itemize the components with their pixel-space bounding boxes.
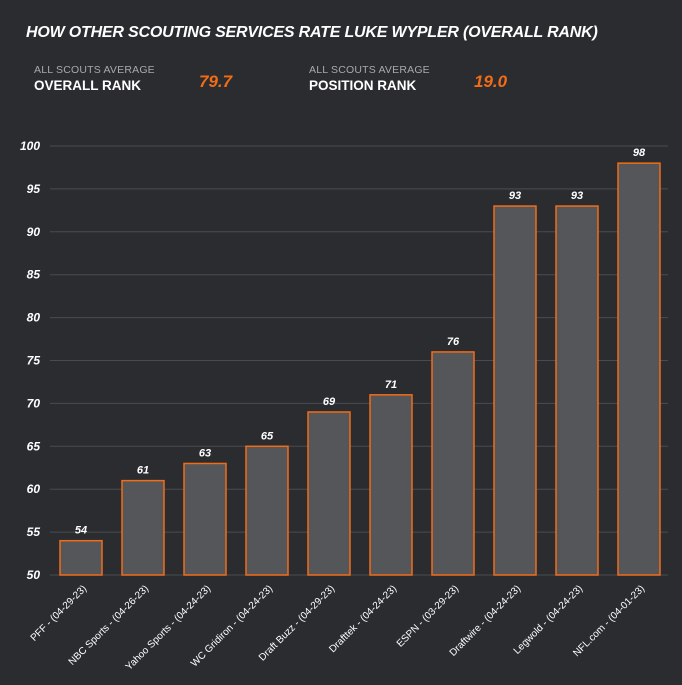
x-tick-label: Drafttek - (04-24-23) [327, 583, 399, 655]
x-tick-label: PFF - (04-29-23) [29, 583, 89, 643]
bar [307, 411, 351, 576]
overall-rank-caption: ALL SCOUTS AVERAGE [34, 64, 155, 76]
data-label: 54 [75, 525, 87, 537]
y-tick-label: 60 [27, 482, 41, 496]
data-label: 76 [447, 336, 460, 348]
overall-rank-value: 79.7 [199, 72, 233, 91]
bar [431, 351, 475, 576]
y-tick-label: 95 [27, 182, 41, 196]
x-tick-label: NFL.com - (04-01-23) [571, 583, 647, 659]
bar [369, 394, 413, 576]
data-label: 71 [385, 379, 397, 391]
data-label: 98 [633, 147, 646, 159]
overall-rank-label: OVERALL RANK [34, 78, 142, 93]
bar [555, 205, 599, 576]
bar [183, 462, 227, 576]
data-label: 69 [323, 396, 336, 408]
position-rank-label: POSITION RANK [309, 78, 417, 93]
y-tick-label: 65 [27, 439, 41, 453]
y-tick-label: 70 [27, 396, 41, 410]
y-tick-label: 85 [27, 268, 41, 282]
data-label: 93 [571, 190, 583, 202]
data-label: 61 [137, 465, 149, 477]
y-tick-label: 55 [27, 525, 41, 539]
position-rank-value: 19.0 [474, 72, 508, 91]
bar [245, 445, 289, 576]
x-tick-label: ESPN - (03-29-23) [395, 583, 461, 649]
y-tick-label: 90 [27, 225, 41, 239]
overall-rank-stat: ALL SCOUTS AVERAGE OVERALL RANK 79.7 [34, 64, 232, 93]
y-tick-label: 100 [20, 139, 40, 153]
data-label: 65 [261, 430, 274, 442]
x-tick-label: Draftwire - (04-24-23) [448, 583, 523, 658]
bar [493, 205, 537, 576]
y-tick-label: 80 [27, 311, 41, 325]
position-rank-stat: ALL SCOUTS AVERAGE POSITION RANK 19.0 [309, 64, 507, 93]
position-rank-caption: ALL SCOUTS AVERAGE [309, 64, 430, 76]
x-tick-label: Legwold - (04-24-23) [512, 583, 585, 656]
data-label: 93 [509, 190, 521, 202]
bar [617, 162, 661, 576]
data-label: 63 [199, 447, 211, 459]
bar [121, 479, 165, 576]
y-tick-label: 50 [27, 568, 41, 582]
bar [59, 539, 103, 576]
chart-title: HOW OTHER SCOUTING SERVICES RATE LUKE WY… [26, 24, 598, 41]
y-tick-label: 75 [27, 354, 41, 368]
